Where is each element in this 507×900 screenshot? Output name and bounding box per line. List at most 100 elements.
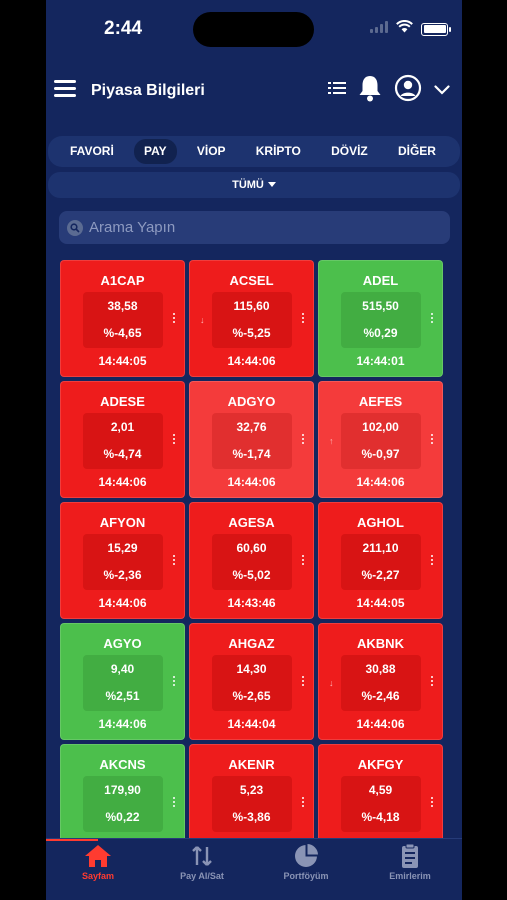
tab-doviz[interactable]: DÖVİZ <box>331 144 368 158</box>
nav-portfoyum[interactable]: Portföyüm <box>254 839 358 900</box>
battery-icon <box>421 22 451 36</box>
stock-price: 15,29 <box>107 541 138 555</box>
more-options-icon[interactable] <box>173 797 176 809</box>
nav-pay-al-sat[interactable]: Pay Al/Sat <box>150 839 254 900</box>
tab-pay[interactable]: PAY <box>133 139 177 164</box>
stock-card[interactable]: AGESA 60,60 %-5,02 14:43:46 <box>189 502 314 619</box>
more-options-icon[interactable] <box>302 555 305 567</box>
stock-time: 14:44:06 <box>227 475 276 489</box>
tab-kripto[interactable]: KRİPTO <box>255 144 301 158</box>
stock-card[interactable]: AKFGY 4,59 %-4,18 <box>318 744 443 838</box>
stock-change: %0,29 <box>363 326 398 340</box>
stock-time: 14:44:06 <box>98 475 147 489</box>
more-options-icon[interactable] <box>173 434 176 446</box>
price-box <box>212 534 292 590</box>
filter-dropdown[interactable]: TÜMÜ <box>48 172 460 198</box>
price-box <box>83 655 163 711</box>
stock-card[interactable]: AKENR 5,23 %-3,86 <box>189 744 314 838</box>
stock-symbol: ADESE <box>100 394 145 409</box>
nav-emirlerim[interactable]: Emirlerim <box>358 839 462 900</box>
search-icon <box>67 219 83 236</box>
stock-symbol: A1CAP <box>100 273 145 288</box>
stock-card[interactable]: ACSEL 115,60 %-5,25 14:44:06 ↓ <box>189 260 314 377</box>
more-options-icon[interactable] <box>302 313 305 325</box>
page-title: Piyasa Bilgileri <box>91 82 205 99</box>
stock-card[interactable]: AEFES 102,00 %-0,97 14:44:06 ↑ <box>318 381 443 498</box>
nav-label: Emirlerim <box>389 871 431 881</box>
more-options-icon[interactable] <box>431 555 434 567</box>
price-box <box>83 292 163 348</box>
more-options-icon[interactable] <box>302 797 305 809</box>
more-options-icon[interactable] <box>173 676 176 688</box>
arrow-down-icon: ↓ <box>200 315 205 325</box>
menu-icon[interactable] <box>54 80 76 98</box>
stock-symbol: ADEL <box>362 273 399 288</box>
stock-price: 9,40 <box>110 662 135 676</box>
stock-price: 2,01 <box>110 420 135 434</box>
stock-price: 115,60 <box>233 299 270 313</box>
price-box <box>212 413 292 469</box>
price-box <box>212 655 292 711</box>
price-box <box>83 776 163 832</box>
stock-grid: A1CAP 38,58 %-4,65 14:44:05 ACSEL 115,60 %-5,2… <box>56 256 448 838</box>
tab-viop[interactable]: VİOP <box>196 144 226 158</box>
stock-card[interactable]: AGHOL 211,10 %-2,27 14:44:05 <box>318 502 443 619</box>
stock-card[interactable]: ADEL 515,50 %0,29 14:44:01 <box>318 260 443 377</box>
list-view-icon[interactable] <box>328 81 346 100</box>
stock-card[interactable]: AKBNK 30,88 %-2,46 14:44:06 ↓ <box>318 623 443 740</box>
more-options-icon[interactable] <box>173 313 176 325</box>
more-options-icon[interactable] <box>302 434 305 446</box>
stock-price: 30,88 <box>365 662 396 676</box>
header-actions <box>328 74 450 107</box>
stock-price: 211,10 <box>362 541 399 555</box>
search-input[interactable] <box>89 219 389 236</box>
tab-favori[interactable]: FAVORİ <box>70 144 114 158</box>
stock-change: %-2,46 <box>361 689 400 703</box>
signal-icon <box>370 20 388 38</box>
status-bar: 2:44 <box>46 0 462 56</box>
stock-card[interactable]: AGYO 9,40 %2,51 14:44:06 <box>60 623 185 740</box>
nav-sayfam[interactable]: Sayfam <box>46 839 150 900</box>
stock-change: %-2,27 <box>361 568 400 582</box>
stock-card[interactable]: AHGAZ 14,30 %-2,65 14:44:04 <box>189 623 314 740</box>
stock-symbol: AKBNK <box>357 636 404 651</box>
stock-price: 5,23 <box>239 783 264 797</box>
price-box <box>341 776 421 832</box>
wifi-icon <box>396 20 413 38</box>
stock-change: %-4,74 <box>103 447 142 461</box>
stock-time: 14:44:05 <box>98 354 147 368</box>
stock-card[interactable]: AFYON 15,29 %-2,36 14:44:06 <box>60 502 185 619</box>
stock-symbol: AKFGY <box>357 757 404 772</box>
more-options-icon[interactable] <box>302 676 305 688</box>
stock-symbol: AFYON <box>99 515 146 530</box>
more-options-icon[interactable] <box>431 434 434 446</box>
user-avatar-icon[interactable] <box>394 74 422 107</box>
more-options-icon[interactable] <box>173 555 176 567</box>
price-box <box>341 655 421 711</box>
more-options-icon[interactable] <box>431 313 434 325</box>
price-box <box>83 534 163 590</box>
home-icon <box>85 845 111 867</box>
stock-price: 38,58 <box>107 299 138 313</box>
stock-time: 14:44:06 <box>98 717 147 731</box>
clipboard-icon <box>402 843 418 868</box>
chevron-down-icon[interactable] <box>434 82 450 100</box>
stock-symbol: AHGAZ <box>228 636 275 651</box>
tab-diger[interactable]: DİĞER <box>397 144 436 158</box>
stock-card[interactable]: ADGYO 32,76 %-1,74 14:44:06 <box>189 381 314 498</box>
stock-card[interactable]: A1CAP 38,58 %-4,65 14:44:05 <box>60 260 185 377</box>
status-icons <box>370 20 451 38</box>
stock-price: 60,60 <box>236 541 267 555</box>
bell-icon[interactable] <box>358 74 382 107</box>
arrow-down-icon: ↓ <box>329 678 334 688</box>
stock-card[interactable]: ADESE 2,01 %-4,74 14:44:06 <box>60 381 185 498</box>
stock-grid-scroll[interactable]: A1CAP 38,58 %-4,65 14:44:05 ACSEL 115,60 %-5,2… <box>56 256 448 838</box>
price-box <box>341 534 421 590</box>
stock-change: %-4,65 <box>103 326 142 340</box>
more-options-icon[interactable] <box>431 676 434 688</box>
status-time: 2:44 <box>104 18 143 39</box>
stock-card[interactable]: AKCNS 179,90 %0,22 <box>60 744 185 838</box>
stock-price: 179,90 <box>104 783 141 797</box>
stock-change: %-1,74 <box>232 447 271 461</box>
more-options-icon[interactable] <box>431 797 434 809</box>
